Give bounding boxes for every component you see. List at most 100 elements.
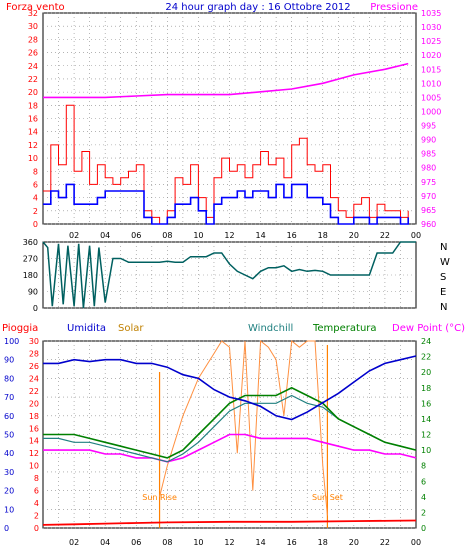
wind-x-tick: 10 — [193, 231, 203, 240]
temperature-y-tick: 16 — [421, 399, 431, 408]
dewpoint-line — [43, 433, 417, 463]
rain-y-tick: 20 — [29, 399, 39, 408]
wind-y-tick: 10 — [28, 154, 38, 163]
legend-windchill: Windchill — [248, 323, 293, 334]
humidity-y-tick: 40 — [4, 449, 14, 458]
pressure-y-tick: 1000 — [421, 107, 441, 116]
humidity-y-tick: 0 — [4, 524, 9, 533]
humidity-line — [43, 355, 417, 421]
legend-rain: Pioggia — [2, 323, 38, 334]
weather-x-tick: 02 — [69, 538, 79, 547]
pressure-y-tick: 970 — [421, 192, 436, 201]
direction-y-tick: 0 — [33, 304, 38, 313]
wind-gust-line — [43, 104, 409, 225]
solar-line — [159, 340, 328, 516]
wind-x-tick: 14 — [255, 231, 265, 240]
wind-y-tick: 32 — [28, 9, 38, 18]
humidity-y-tick: 70 — [4, 393, 14, 402]
rain-y-tick: 28 — [29, 349, 39, 358]
wind-x-tick: 06 — [131, 231, 141, 240]
pressure-y-tick: 975 — [421, 178, 436, 187]
temperature-y-tick: 12 — [421, 431, 431, 440]
wind-x-tick: 02 — [69, 231, 79, 240]
weather-x-tick: 18 — [318, 538, 328, 547]
pressure-y-tick: 1030 — [421, 23, 441, 32]
rain-y-tick: 4 — [34, 499, 39, 508]
wind-x-tick: 20 — [349, 231, 359, 240]
rain-y-tick: 6 — [34, 487, 39, 496]
pressure-line — [43, 62, 409, 99]
rain-y-tick: 16 — [29, 424, 39, 433]
humidity-y-tick: 30 — [4, 468, 14, 477]
wind-y-tick: 0 — [33, 220, 38, 229]
weather-x-tick: 22 — [380, 538, 390, 547]
compass-w: W — [440, 257, 450, 268]
temperature-y-tick: 20 — [421, 368, 431, 377]
pressure-y-tick: 990 — [421, 136, 436, 145]
wind-y-tick: 30 — [28, 22, 38, 31]
wind-x-tick: 18 — [318, 231, 328, 240]
pressure-y-tick: 1035 — [421, 9, 441, 18]
temperature-y-tick: 14 — [421, 415, 431, 424]
weather-x-tick: 10 — [193, 538, 203, 547]
compass-e: E — [440, 287, 446, 298]
rain-y-tick: 24 — [29, 374, 39, 383]
rain-y-tick: 30 — [29, 337, 39, 346]
humidity-y-tick: 80 — [4, 374, 14, 383]
rain-y-tick: 0 — [34, 524, 39, 533]
direction-y-tick: 360 — [23, 238, 38, 247]
humidity-y-tick: 20 — [4, 487, 14, 496]
wind-x-tick: 08 — [162, 231, 172, 240]
wind-y-tick: 12 — [28, 141, 38, 150]
humidity-y-tick: 10 — [4, 505, 14, 514]
legend-dewpoint: Dew Point (°C) — [392, 323, 465, 334]
weather-x-tick: 20 — [349, 538, 359, 547]
humidity-y-tick: 90 — [4, 356, 14, 365]
temperature-line — [43, 386, 417, 459]
pressure-y-tick: 985 — [421, 150, 436, 159]
temperature-y-tick: 24 — [421, 337, 431, 346]
sunset-label: Sun Set — [312, 493, 343, 502]
panel-wind-frame — [42, 12, 417, 225]
legend-humidity: Umidita — [67, 323, 106, 334]
wind-y-tick: 16 — [28, 115, 38, 124]
direction-y-tick: 270 — [23, 255, 38, 264]
wind-x-tick: 04 — [100, 231, 110, 240]
wind-x-tick: 12 — [224, 231, 234, 240]
rain-line — [42, 519, 417, 526]
pressure-y-tick: 1010 — [421, 79, 441, 88]
weather-x-tick: 00 — [411, 538, 421, 547]
direction-y-tick: 180 — [23, 271, 38, 280]
wind-y-tick: 4 — [33, 194, 38, 203]
pressure-y-tick: 965 — [421, 206, 436, 215]
weather-x-tick: 12 — [224, 538, 234, 547]
pressure-y-tick: 980 — [421, 164, 436, 173]
pressure-y-tick: 1005 — [421, 93, 441, 102]
temperature-y-tick: 0 — [421, 524, 426, 533]
wind-y-tick: 20 — [28, 88, 38, 97]
rain-y-tick: 26 — [29, 362, 39, 371]
pressure-axis-title: Pressione — [370, 2, 418, 13]
wind-y-tick: 18 — [28, 101, 38, 110]
legend-temperature: Temperatura — [312, 323, 377, 334]
pressure-y-tick: 1020 — [421, 51, 441, 60]
wind-x-tick: 00 — [411, 231, 421, 240]
pressure-y-tick: 1025 — [421, 37, 441, 46]
wind-y-tick: 2 — [33, 207, 38, 216]
rain-y-tick: 8 — [34, 474, 39, 483]
weather-x-tick: 06 — [131, 538, 141, 547]
sunrise-label: Sun Rise — [142, 493, 177, 502]
direction-y-tick: 90 — [28, 288, 38, 297]
rain-y-tick: 12 — [29, 449, 39, 458]
weather-x-tick: 08 — [162, 538, 172, 547]
compass-s: S — [440, 272, 446, 283]
weather-x-tick: 04 — [100, 538, 110, 547]
compass-n-top: N — [440, 242, 447, 253]
wind-x-tick: 22 — [380, 231, 390, 240]
temperature-y-tick: 6 — [421, 477, 426, 486]
humidity-y-tick: 50 — [4, 431, 14, 440]
wind-y-tick: 26 — [28, 49, 38, 58]
temperature-y-tick: 8 — [421, 462, 426, 471]
rain-y-tick: 22 — [29, 387, 39, 396]
